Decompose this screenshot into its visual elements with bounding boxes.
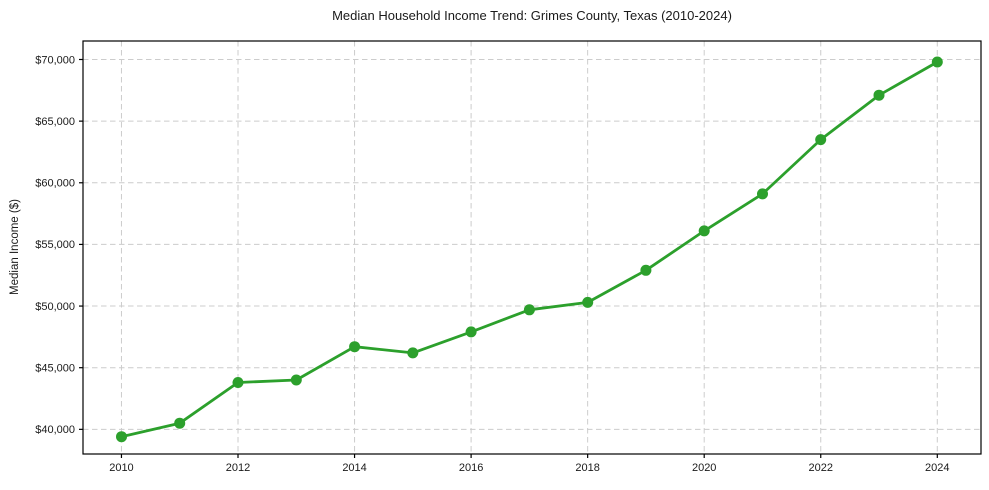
y-tick-label: $65,000	[35, 116, 75, 128]
x-tick-label: 2014	[342, 462, 366, 474]
income-trend-line	[120, 60, 939, 439]
data-point-2019	[640, 264, 652, 276]
x-tick-label: 2016	[459, 462, 483, 474]
y-tick-label: $50,000	[35, 301, 75, 313]
y-tick-label: $60,000	[35, 178, 75, 190]
data-point-2011	[174, 417, 186, 429]
data-point-2015	[407, 347, 419, 359]
x-tick-label: 2020	[692, 462, 716, 474]
data-point-2017	[523, 304, 535, 316]
y-tick-label: $45,000	[35, 363, 75, 375]
x-tick-label: 2022	[809, 462, 833, 474]
x-tick-label: 2010	[109, 462, 133, 474]
y-tick-label: $40,000	[35, 424, 75, 436]
chart-title: Median Household Income Trend: Grimes Co…	[332, 8, 732, 23]
x-tick-label: 2024	[925, 462, 949, 474]
data-point-2023	[873, 89, 885, 101]
plot-border	[82, 40, 982, 455]
data-point-2012	[232, 377, 244, 388]
data-point-2016	[465, 326, 477, 338]
y-tick-label: $70,000	[35, 54, 75, 66]
y-tick-label: $55,000	[35, 239, 75, 251]
x-tick-label: 2012	[226, 462, 250, 474]
y-axis-label: Median Income ($)	[9, 199, 21, 295]
data-point-2018	[582, 296, 594, 308]
data-point-2013	[290, 374, 302, 386]
x-tick-label: 2018	[575, 462, 599, 474]
data-point-2020	[698, 225, 710, 237]
data-point-2022	[815, 134, 827, 146]
data-point-2024	[931, 56, 943, 68]
data-point-2014	[349, 341, 361, 353]
data-point-2021	[757, 188, 768, 200]
data-point-2010	[116, 431, 127, 443]
